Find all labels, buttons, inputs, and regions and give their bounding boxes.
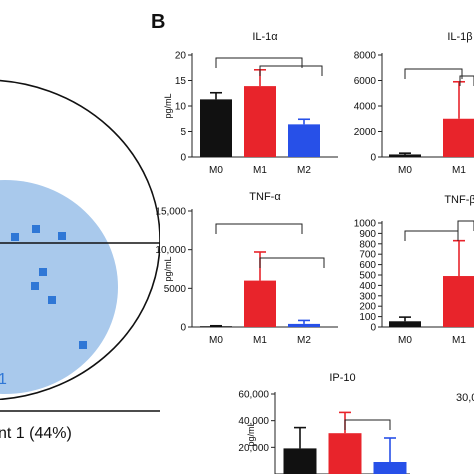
x-axis-label: nt 1 (44%) [0,425,72,442]
y-tick-label: 60,000 [238,390,269,401]
bar [283,448,317,474]
bar [389,321,421,327]
y-tick-label: 600 [359,260,376,271]
bar [328,433,362,474]
category-label: M2 [297,335,311,346]
bar [200,326,232,327]
y-axis-label: pg/mL [163,93,173,118]
y-tick-label: 800 [359,239,376,250]
y-tick-label: 5000 [164,284,187,295]
chart-title: IP-10 [329,372,355,384]
y-tick-label: 300 [359,291,376,302]
significance-bracket [215,223,303,234]
y-tick-label: 20 [175,51,187,62]
y-tick-label: 15,000 [155,207,186,218]
bar [373,462,407,474]
category-label: M0 [398,165,412,176]
pca-point [48,296,56,304]
y-tick-label: 40,000 [238,416,269,427]
pca-plot: 1 nt 1 (44%) [0,79,160,442]
significance-bracket [259,65,323,76]
y-tick-label: 2000 [354,127,377,138]
significance-bracket [404,68,463,79]
chart-title: IL-1α [252,31,278,43]
pca-point [32,225,40,233]
y-tick-label: 0 [370,153,376,164]
significance-bracket [344,419,391,430]
significance-bracket [259,257,325,268]
y-tick-label: 6000 [354,76,377,87]
category-label: M2 [297,165,311,176]
bar [389,154,421,157]
category-label: M0 [209,335,223,346]
y-axis-label: pg/mL [163,256,173,281]
pca-point [79,341,87,349]
pca-point [39,268,47,276]
chart-title: TNF-α [249,191,281,203]
bar [288,323,320,327]
pca-point [58,232,66,240]
cluster-label: 1 [0,371,7,388]
bar [443,118,474,157]
category-label: M0 [209,165,223,176]
y-tick-label: 0 [180,153,186,164]
panel-letter: B [151,11,165,33]
y-tick-label: 10,000 [155,245,186,256]
bar [244,86,276,157]
y-tick-label: 500 [359,271,376,282]
cluster-ellipse [0,180,118,394]
y-tick-label: 0 [180,323,186,334]
bar [200,99,232,157]
y-tick-label: 20,000 [238,443,269,454]
y-tick-label: 1000 [354,219,377,230]
significance-bracket [457,220,474,231]
y-tick-label: 700 [359,250,376,261]
pca-point [31,282,39,290]
bar [443,276,474,327]
bar-chart: TNF-α pg/mL 0 5000 10,000 15,000 M0 M1 M2 [155,191,338,346]
y-axis-label: pg/mL [246,421,256,446]
category-label: M0 [398,335,412,346]
y-tick-label: 900 [359,229,376,240]
significance-bracket [459,75,474,86]
category-label: M1 [253,335,267,346]
category-label: M1 [253,165,267,176]
y-tick-label: 0 [370,323,376,334]
chart-title: IL-1β [447,31,472,43]
y-tick-label: 10 [175,102,187,113]
bar-chart: IL-1β 0 2000 4000 6000 8000 M0 M1 [354,31,474,176]
bar-chart: IL-1α pg/mL 0 5 10 15 20 M0 M1 M2 [163,31,338,176]
y-tick-label: 15 [175,76,187,87]
y-tick-label: 8000 [354,51,377,62]
y-tick-label: 100 [359,312,376,323]
pca-point [11,233,19,241]
significance-bracket [404,230,459,241]
y-tick-label: 400 [359,281,376,292]
y-tick-label: 200 [359,302,376,313]
bar [244,280,276,327]
y-tick-label: 4000 [354,102,377,113]
y-tick-label: 5 [180,127,186,138]
edge-tick-label: 30,0 [456,392,474,404]
category-label: M1 [452,335,466,346]
chart-title: TNF-β [444,194,474,206]
significance-bracket [215,57,303,68]
bar [288,124,320,157]
category-label: M1 [452,165,466,176]
